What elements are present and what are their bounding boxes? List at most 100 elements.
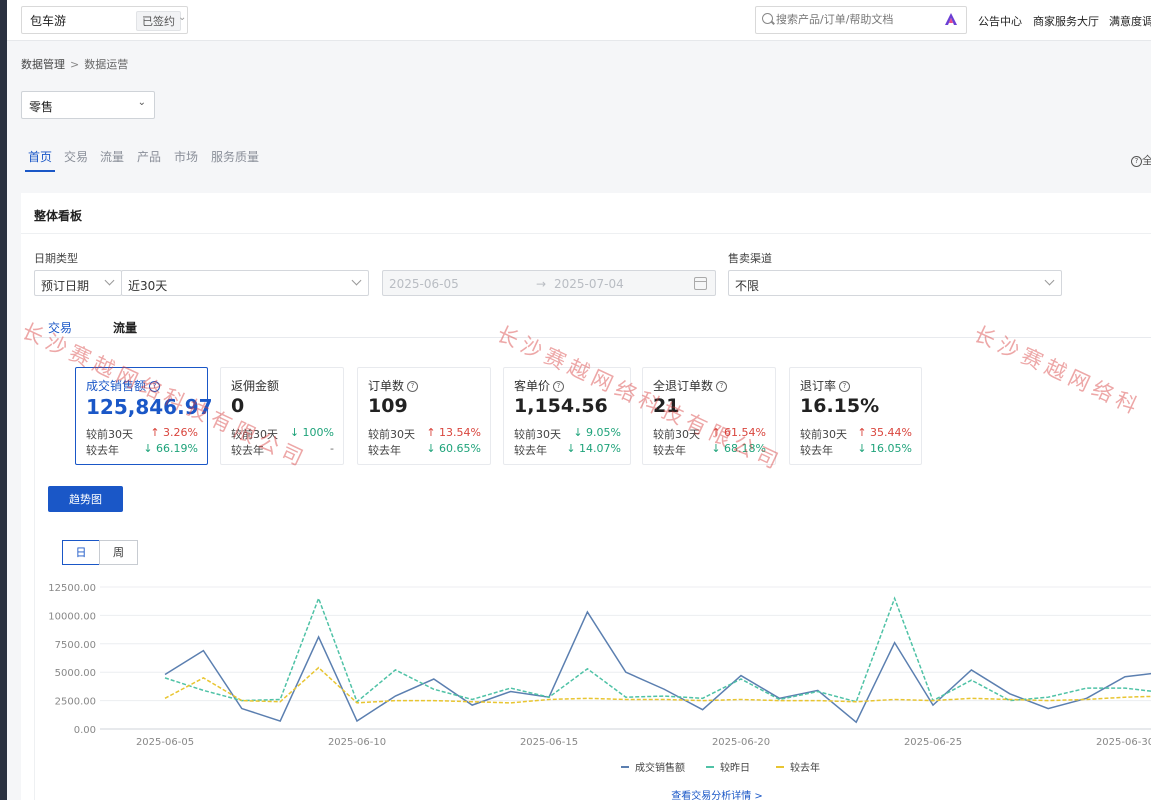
merchant-service-hall-link[interactable]: 商家服务大厅 <box>1033 15 1099 28</box>
calendar-icon <box>694 277 707 290</box>
metric-label: 全退订单数? <box>653 377 728 394</box>
metric-value: 109 <box>368 395 408 417</box>
date-type-label: 日期类型 <box>34 252 78 265</box>
tab-home[interactable]: 首页 <box>28 150 53 164</box>
shop-name: 包车游 <box>30 14 67 28</box>
chevron-down-icon <box>1044 275 1055 286</box>
shop-selector[interactable]: 包车游 已签约 ⌄ <box>21 6 188 34</box>
breadcrumb-separator: > <box>70 58 80 71</box>
breadcrumb-item-data-management[interactable]: 数据管理 <box>21 58 65 71</box>
legend-label: 较昨日 <box>720 761 750 774</box>
metric-yoy-delta: ↓ 66.19% <box>143 442 198 455</box>
chevron-down-icon: ⌄ <box>178 12 187 23</box>
metric-card-orders[interactable]: 订单数? 109 较前30天 ↑ 13.54% 较去年 ↓ 60.65% <box>357 367 491 465</box>
tab-service-quality[interactable]: 服务质量 <box>211 150 260 164</box>
question-icon[interactable]: ? <box>716 381 728 392</box>
end-date: 2025-07-04 <box>554 277 624 291</box>
content-border <box>34 338 35 800</box>
metric-compare-label: 较前30天 <box>231 428 278 441</box>
date-range-preset-select[interactable]: 近30天 <box>121 270 369 296</box>
metric-compare-label: 较前30天 <box>653 428 700 441</box>
metric-yoy-label: 较去年 <box>231 444 264 457</box>
metric-compare-delta: ↑ 13.54% <box>426 426 481 439</box>
tab-market[interactable]: 市场 <box>174 150 199 164</box>
help-link-label: 全 <box>1142 154 1151 167</box>
tab-traffic[interactable]: 流量 <box>100 150 125 164</box>
metric-compare-delta: ↓ 9.05% <box>573 426 621 439</box>
metric-compare-label: 较前30天 <box>86 428 133 441</box>
metric-value: 125,846.97 <box>86 395 213 419</box>
metric-compare-delta: ↓ 100% <box>289 426 334 439</box>
metric-yoy-label: 较去年 <box>653 444 686 457</box>
business-type-select[interactable]: 零售 ⌄ <box>21 91 155 119</box>
metric-card-sales[interactable]: 成交销售额? 125,846.97 较前30天 ↑ 3.26% 较去年 ↓ 66… <box>75 367 213 465</box>
chevron-down-icon <box>351 275 362 286</box>
metric-compare-delta: ↑ 61.54% <box>711 426 766 439</box>
left-edge-bar <box>0 0 7 800</box>
help-link[interactable]: ? 全 <box>1131 152 1151 168</box>
y-tick-label: 2500.00 <box>55 697 96 708</box>
divider <box>21 233 1151 234</box>
trend-chart-button[interactable]: 趋势图 <box>48 486 123 512</box>
date-type-select[interactable]: 预订日期 <box>34 270 122 296</box>
breadcrumb-item-data-operations: 数据运营 <box>84 58 129 71</box>
question-icon[interactable]: ? <box>149 381 161 392</box>
x-tick-label: 2025-06-30 <box>1096 737 1151 748</box>
y-tick-label: 10000.00 <box>48 611 96 622</box>
series-line-1 <box>164 610 1151 724</box>
date-range-preset-value: 近30天 <box>128 279 168 293</box>
metric-card-refund-rate[interactable]: 退订率? 16.15% 较前30天 ↑ 35.44% 较去年 ↓ 16.05% <box>789 367 922 465</box>
x-tick-label: 2025-06-25 <box>904 737 962 748</box>
y-tick-label: 0.00 <box>74 725 96 736</box>
panel-title: 整体看板 <box>34 209 83 223</box>
date-range-arrow: → <box>536 277 547 291</box>
metric-label: 返佣金额 <box>231 379 280 393</box>
y-tick-label: 7500.00 <box>55 640 96 651</box>
breadcrumb: 数据管理 > 数据运营 <box>21 56 128 72</box>
y-tick-label: 5000.00 <box>55 668 96 679</box>
subtab-trade[interactable]: 交易 <box>48 321 73 335</box>
trade-analysis-detail-link[interactable]: 查看交易分析详情 > <box>671 789 763 800</box>
metric-compare-label: 较前30天 <box>368 428 415 441</box>
question-icon[interactable]: ? <box>407 381 419 392</box>
metric-card-full-refund-orders[interactable]: 全退订单数? 21 较前30天 ↑ 61.54% 较去年 ↓ 68.18% <box>642 367 776 465</box>
metric-label: 退订率? <box>800 377 851 394</box>
metric-card-commission[interactable]: 返佣金额 0 较前30天 ↓ 100% 较去年 - <box>220 367 344 465</box>
metric-yoy-label: 较去年 <box>368 444 401 457</box>
active-tab-indicator <box>25 170 55 172</box>
legend-label: 成交销售额 <box>635 761 685 774</box>
metric-yoy-label: 较去年 <box>800 444 833 457</box>
metric-label: 成交销售额? <box>86 377 161 394</box>
brand-logo-icon[interactable] <box>944 12 958 26</box>
start-date: 2025-06-05 <box>389 277 459 291</box>
search-input[interactable] <box>776 10 931 28</box>
series-line-3 <box>164 666 1151 704</box>
x-tick-label: 2025-06-05 <box>136 737 194 748</box>
metric-label: 订单数? <box>368 377 419 394</box>
tab-trade[interactable]: 交易 <box>64 150 89 164</box>
subtab-traffic[interactable]: 流量 <box>113 321 138 335</box>
metric-label-text: 客单价 <box>514 379 551 393</box>
question-icon[interactable]: ? <box>553 381 565 392</box>
metric-label-text: 全退订单数 <box>653 379 714 393</box>
metric-compare-delta: ↑ 3.26% <box>150 426 198 439</box>
date-range-picker: 2025-06-05 → 2025-07-04 <box>382 270 716 296</box>
x-tick-label: 2025-06-15 <box>520 737 578 748</box>
metric-value: 16.15% <box>800 395 880 417</box>
metric-yoy-delta: ↓ 68.18% <box>711 442 766 455</box>
granularity-week-button[interactable]: 周 <box>99 540 138 565</box>
channel-select[interactable]: 不限 <box>728 270 1062 296</box>
satisfaction-survey-link[interactable]: 满意度调研 <box>1109 15 1151 28</box>
series-line-2 <box>164 596 1151 703</box>
chevron-down-icon: ⌄ <box>137 97 146 108</box>
metric-card-avg-order-value[interactable]: 客单价? 1,154.56 较前30天 ↓ 9.05% 较去年 ↓ 14.07% <box>503 367 631 465</box>
announcement-center-link[interactable]: 公告中心 <box>978 15 1022 28</box>
tab-product[interactable]: 产品 <box>137 150 162 164</box>
metric-yoy-delta: ↓ 60.65% <box>426 442 481 455</box>
signed-badge: 已签约 <box>136 11 181 31</box>
trend-chart: 12500.00 10000.00 7500.00 5000.00 2500.00 0.0… <box>48 583 1151 800</box>
metric-yoy-delta: ↓ 16.05% <box>857 442 912 455</box>
metric-compare-label: 较前30天 <box>800 428 847 441</box>
question-icon[interactable]: ? <box>839 381 851 392</box>
granularity-day-button[interactable]: 日 <box>62 540 100 565</box>
